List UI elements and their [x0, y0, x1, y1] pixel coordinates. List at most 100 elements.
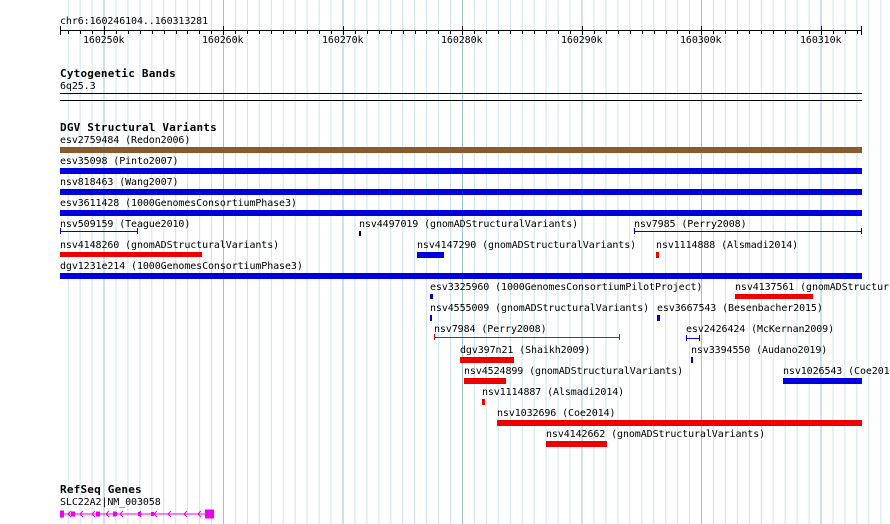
variant-label: esv2426424 (McKernan2009): [686, 324, 835, 335]
ruler-minor-tick: [845, 31, 846, 34]
variant-feature-bar[interactable]: [546, 441, 607, 447]
variant-feature-bar[interactable]: [634, 231, 862, 232]
ruler-minor-tick: [307, 31, 308, 34]
variant-label: esv3611428 (1000GenomesConsortiumPhase3): [60, 198, 297, 209]
variant-label: nsv4142662 (gnomADStructuralVariants): [546, 429, 766, 440]
ruler-minor-tick: [725, 31, 726, 34]
variant-label: dgv397n21 (Shaikh2009): [460, 345, 591, 356]
ruler-tick-label: 160290k: [561, 35, 603, 46]
variant-feature-bar[interactable]: [60, 168, 862, 174]
ruler-minor-tick: [773, 31, 774, 34]
ruler-minor-tick: [187, 31, 188, 34]
variant-feature-bar[interactable]: [657, 315, 660, 321]
variant-label: nsv4148260 (gnomADStructuralVariants): [60, 240, 280, 251]
variant-feature-bar[interactable]: [783, 378, 862, 384]
variant-feature-bar[interactable]: [464, 378, 506, 384]
ruler-minor-tick: [331, 31, 332, 34]
variant-feature-bar[interactable]: [60, 210, 862, 216]
ruler-major-tick: [821, 26, 822, 35]
variant-label: esv3667543 (Besenbacher2015): [657, 303, 823, 314]
variant-feature-bar[interactable]: [460, 357, 514, 363]
ruler-minor-tick: [642, 31, 643, 34]
ruler-minor-tick: [367, 31, 368, 34]
variant-label: esv3325960 (1000GenomesConsortiumPilotPr…: [430, 282, 703, 293]
ruler-tick-label: 160260k: [202, 35, 244, 46]
variant-feature-bar[interactable]: [60, 189, 862, 195]
ruler-minor-tick: [713, 31, 714, 34]
ruler-minor-tick: [438, 31, 439, 34]
ruler-major-tick: [223, 26, 224, 35]
ruler-minor-tick: [247, 31, 248, 34]
ruler-major-tick: [462, 26, 463, 35]
ruler-minor-tick: [677, 31, 678, 34]
slc22a2-gene-model[interactable]: [58, 506, 228, 522]
ruler-minor-tick: [689, 31, 690, 34]
variant-label: nsv1114888 (Alsmadi2014): [656, 240, 799, 251]
ruler-minor-tick: [498, 31, 499, 34]
ruler-minor-tick: [833, 31, 834, 34]
ruler-minor-tick: [391, 31, 392, 34]
variant-feature-bar[interactable]: [417, 252, 444, 258]
variant-feature-bar[interactable]: [60, 147, 862, 153]
ruler-minor-tick: [355, 31, 356, 34]
ruler-minor-tick: [737, 31, 738, 34]
gene-strand-chevron: [119, 510, 124, 518]
ruler-major-tick: [343, 26, 344, 35]
cytoband-track-title: Cytogenetic Bands: [60, 67, 176, 80]
gene-exon: [205, 509, 214, 519]
variant-feature-bar[interactable]: [691, 357, 693, 363]
variant-label: dgv1231e214 (1000GenomesConsortiumPhase3…: [60, 261, 303, 272]
gene-exon: [60, 510, 64, 518]
ruler-minor-tick: [271, 31, 272, 34]
ruler-minor-tick: [558, 31, 559, 34]
variant-label: nsv818463 (Wang2007): [60, 177, 179, 188]
variant-feature-bar[interactable]: [430, 315, 432, 321]
ruler-minor-tick: [666, 31, 667, 34]
ruler-major-tick: [104, 26, 105, 35]
variant-feature-bar[interactable]: [735, 294, 813, 299]
variant-feature-bar[interactable]: [497, 420, 862, 426]
ruler-minor-tick: [140, 31, 141, 34]
refseq-gene-label: SLC22A2|NM_003058: [60, 497, 161, 508]
variant-label: nsv4524899 (gnomADStructuralVariants): [464, 366, 684, 377]
ruler-minor-tick: [68, 31, 69, 34]
variant-label: nsv1032696 (Coe2014): [497, 408, 616, 419]
refseq-track-title: RefSeq Genes: [60, 483, 142, 496]
location-label: chr6:160246104..160313281: [60, 16, 209, 27]
variant-feature-bar[interactable]: [60, 231, 138, 232]
ruler-left-end: [60, 26, 61, 35]
variant-label: nsv4147290 (gnomADStructuralVariants): [417, 240, 637, 251]
ruler-major-tick: [701, 26, 702, 35]
variant-label: nsv3394550 (Audano2019): [691, 345, 828, 356]
variant-feature-bar[interactable]: [359, 231, 361, 236]
variant-feature-bar[interactable]: [60, 252, 202, 257]
variant-feature-bar[interactable]: [434, 337, 620, 338]
ruler-minor-tick: [176, 31, 177, 34]
ruler-minor-tick: [797, 31, 798, 34]
variant-feature-bar[interactable]: [430, 294, 433, 299]
gene-strand-chevron: [183, 510, 188, 518]
variant-feature-bar[interactable]: [686, 338, 700, 339]
gene-exon: [151, 512, 154, 516]
ruler-minor-tick: [92, 31, 93, 34]
gene-exon: [138, 512, 141, 516]
ruler-minor-tick: [283, 31, 284, 34]
ruler-minor-tick: [749, 31, 750, 34]
ruler-minor-tick: [80, 31, 81, 34]
ruler-minor-tick: [522, 31, 523, 34]
ruler-axis[interactable]: [60, 30, 862, 31]
cytoband-bottom-line[interactable]: [60, 100, 862, 101]
variant-label: nsv7984 (Perry2008): [434, 324, 547, 335]
ruler-right-end: [861, 26, 862, 35]
variant-feature-bar[interactable]: [656, 252, 659, 258]
variant-feature-bar[interactable]: [482, 399, 485, 405]
ruler-minor-tick: [761, 31, 762, 34]
gene-strand-chevron: [67, 510, 72, 518]
ruler-minor-tick: [235, 31, 236, 34]
ruler-minor-tick: [450, 31, 451, 34]
gene-exon: [114, 512, 117, 516]
ruler-minor-tick: [510, 31, 511, 34]
variant-feature-bar[interactable]: [60, 273, 862, 279]
ruler-minor-tick: [116, 31, 117, 34]
